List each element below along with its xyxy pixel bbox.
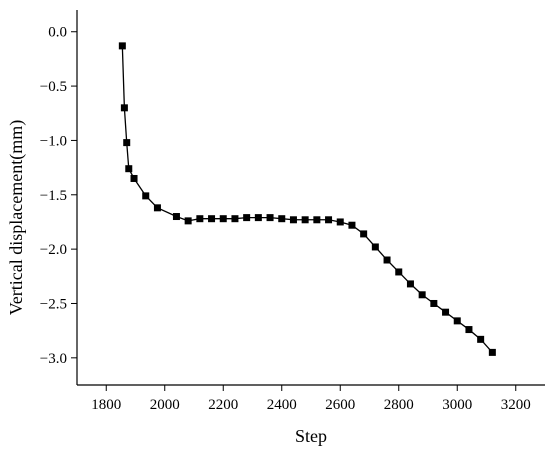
data-point	[430, 299, 438, 307]
x-tick-label: 2000	[150, 397, 180, 413]
data-point	[442, 308, 450, 316]
x-tick-label: 3200	[501, 397, 531, 413]
data-point	[125, 165, 133, 173]
data-point	[196, 215, 204, 223]
x-tick-label: 2200	[208, 397, 238, 413]
data-point	[219, 215, 227, 223]
data-point	[371, 243, 379, 251]
data-point	[153, 204, 161, 212]
data-point	[383, 256, 391, 264]
y-tick-label: −1.0	[40, 133, 67, 149]
y-tick-label: −2.0	[40, 242, 67, 258]
data-point	[477, 335, 485, 343]
data-point	[172, 213, 180, 221]
data-point	[130, 174, 138, 182]
data-point	[289, 216, 297, 224]
data-point	[118, 42, 126, 50]
data-point	[208, 215, 216, 223]
y-tick-label: −3.0	[40, 351, 67, 367]
y-axis-title: Vertical displacement(mm)	[6, 120, 27, 315]
data-point	[184, 217, 192, 225]
data-point	[336, 218, 344, 226]
data-point	[231, 215, 239, 223]
data-point	[243, 214, 251, 222]
data-point	[313, 216, 321, 224]
x-axis-title: Step	[295, 426, 327, 446]
data-point	[348, 221, 356, 229]
data-point	[254, 214, 262, 222]
x-tick-label: 2800	[384, 397, 414, 413]
data-point	[120, 104, 128, 112]
data-point	[142, 192, 150, 200]
data-point	[301, 216, 309, 224]
data-point	[278, 215, 286, 223]
data-point	[325, 216, 333, 224]
data-point	[123, 139, 131, 147]
plot-area: 1800 2000 2200 2400 2600 2800 3000 3200 0.0 −0.5 −…	[40, 10, 545, 413]
x-tick-label: 1800	[91, 397, 121, 413]
data-point	[395, 268, 403, 276]
y-tick-label: −2.5	[40, 296, 67, 312]
x-tick-label: 2600	[325, 397, 355, 413]
data-point	[266, 214, 274, 222]
y-tick-label: 0.0	[48, 25, 67, 41]
data-point	[488, 348, 496, 356]
data-point	[418, 291, 426, 299]
data-point	[360, 230, 368, 238]
data-point	[453, 317, 461, 325]
y-tick-label: −1.5	[40, 188, 67, 204]
y-tick-label: −0.5	[40, 79, 67, 95]
data-point	[465, 326, 473, 334]
x-tick-label: 2400	[267, 397, 297, 413]
x-tick-label: 3000	[442, 397, 472, 413]
data-point	[406, 280, 414, 288]
